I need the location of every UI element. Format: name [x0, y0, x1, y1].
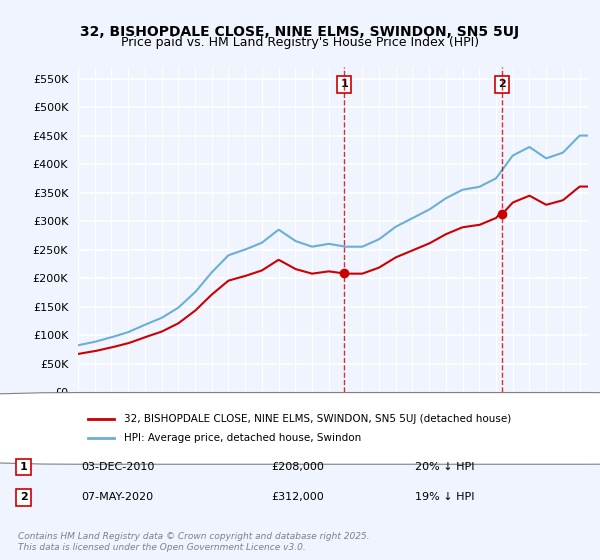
- Text: 19% ↓ HPI: 19% ↓ HPI: [415, 492, 475, 502]
- Text: £208,000: £208,000: [271, 462, 324, 472]
- Text: 1: 1: [20, 462, 28, 472]
- Text: 32, BISHOPDALE CLOSE, NINE ELMS, SWINDON, SN5 5UJ (detached house): 32, BISHOPDALE CLOSE, NINE ELMS, SWINDON…: [124, 413, 511, 423]
- Text: 07-MAY-2020: 07-MAY-2020: [81, 492, 153, 502]
- Text: 2: 2: [498, 80, 506, 89]
- Text: 1: 1: [340, 80, 348, 89]
- Text: HPI: Average price, detached house, Swindon: HPI: Average price, detached house, Swin…: [124, 433, 361, 444]
- Text: 20% ↓ HPI: 20% ↓ HPI: [415, 462, 475, 472]
- Text: 32, BISHOPDALE CLOSE, NINE ELMS, SWINDON, SN5 5UJ: 32, BISHOPDALE CLOSE, NINE ELMS, SWINDON…: [80, 25, 520, 39]
- FancyBboxPatch shape: [0, 393, 600, 464]
- Text: 2: 2: [20, 492, 28, 502]
- Text: Contains HM Land Registry data © Crown copyright and database right 2025.
This d: Contains HM Land Registry data © Crown c…: [18, 532, 370, 552]
- Text: £312,000: £312,000: [271, 492, 324, 502]
- Text: 03-DEC-2010: 03-DEC-2010: [81, 462, 154, 472]
- Text: Price paid vs. HM Land Registry's House Price Index (HPI): Price paid vs. HM Land Registry's House …: [121, 36, 479, 49]
